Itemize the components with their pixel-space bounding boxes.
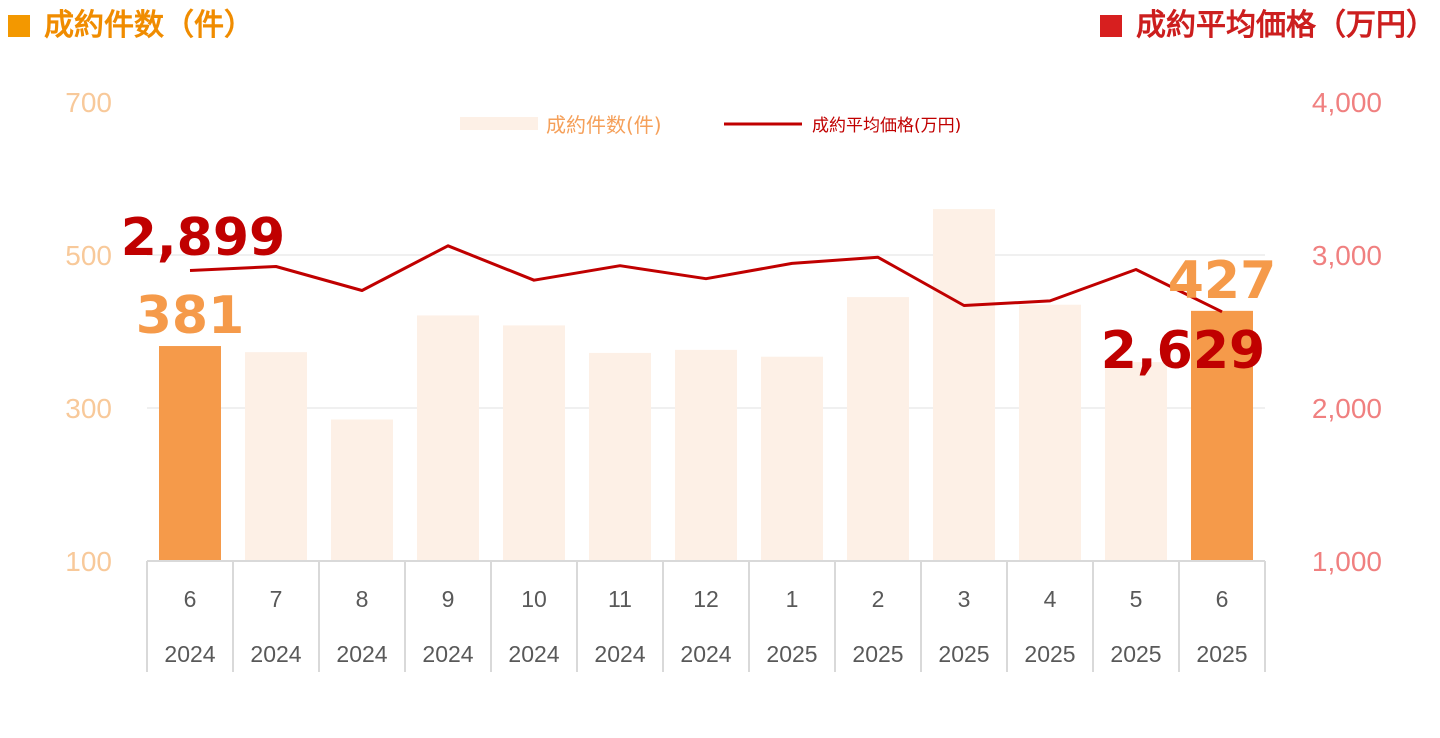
month-tick-label: 10 <box>521 586 547 612</box>
data-label: 427 <box>1168 251 1277 311</box>
left-axis-header: 成約件数（件） <box>8 6 254 46</box>
right-tick-label: 3,000 <box>1312 240 1382 271</box>
month-tick-label: 11 <box>608 586 632 612</box>
year-tick-label: 2025 <box>1110 641 1161 667</box>
left-tick-label: 300 <box>65 393 112 424</box>
month-tick-label: 6 <box>184 586 197 612</box>
data-label: 381 <box>136 286 245 346</box>
left-tick-label: 700 <box>65 87 112 118</box>
legend-line-label: 成約平均価格(万円) <box>812 116 961 136</box>
month-tick-label: 9 <box>442 586 455 612</box>
year-tick-label: 2024 <box>680 641 731 667</box>
month-tick-label: 5 <box>1130 586 1143 612</box>
legend-bar-swatch <box>460 117 538 130</box>
month-tick-label: 8 <box>356 586 369 612</box>
right-header-label: 成約平均価格（万円） <box>1136 8 1436 43</box>
bar <box>761 356 823 561</box>
month-tick-label: 2 <box>872 586 885 612</box>
month-tick-label: 4 <box>1044 586 1057 612</box>
right-tick-label: 2,000 <box>1312 393 1382 424</box>
year-tick-label: 2025 <box>1024 641 1075 667</box>
month-tick-label: 6 <box>1216 586 1229 612</box>
left-header-square-icon <box>8 15 30 37</box>
right-tick-label: 1,000 <box>1312 546 1382 577</box>
bar <box>245 352 307 561</box>
bar <box>417 315 479 561</box>
month-tick-label: 7 <box>270 586 283 612</box>
bar <box>159 346 221 561</box>
left-tick-label: 100 <box>65 546 112 577</box>
data-label: 2,629 <box>1101 321 1265 381</box>
month-tick-label: 3 <box>958 586 971 612</box>
left-tick-label: 500 <box>65 240 112 271</box>
bar <box>1191 310 1253 561</box>
month-tick-label: 1 <box>786 586 799 612</box>
right-header-square-icon <box>1100 15 1122 37</box>
right-axis-header: 成約平均価格（万円） <box>1100 6 1436 46</box>
left-header-label: 成約件数（件） <box>44 8 254 43</box>
year-tick-label: 2025 <box>852 641 903 667</box>
month-tick-label: 12 <box>693 586 719 612</box>
bar <box>933 209 995 561</box>
year-tick-label: 2024 <box>336 641 387 667</box>
bar <box>675 349 737 561</box>
year-tick-label: 2024 <box>250 641 301 667</box>
year-tick-label: 2024 <box>508 641 559 667</box>
bar <box>503 325 565 561</box>
year-tick-label: 2024 <box>164 641 215 667</box>
bar <box>847 297 909 561</box>
year-tick-label: 2024 <box>422 641 473 667</box>
bar <box>1019 304 1081 561</box>
year-tick-label: 2025 <box>766 641 817 667</box>
bar <box>331 419 393 561</box>
year-tick-label: 2025 <box>938 641 989 667</box>
year-tick-label: 2024 <box>594 641 645 667</box>
legend-bar-label: 成約件数(件) <box>546 113 662 137</box>
right-tick-label: 4,000 <box>1312 87 1382 118</box>
year-tick-label: 2025 <box>1196 641 1247 667</box>
data-label: 2,899 <box>121 208 285 268</box>
bar <box>1105 362 1167 561</box>
bar <box>589 352 651 561</box>
